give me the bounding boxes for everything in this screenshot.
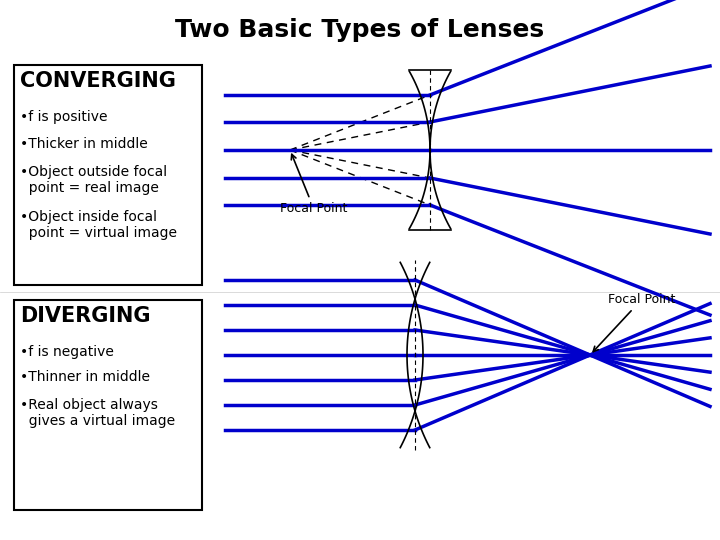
Bar	[14, 300, 202, 510]
Text: Focal Point: Focal Point	[280, 154, 347, 215]
Text: •f is negative: •f is negative	[20, 345, 114, 359]
Text: •Thinner in middle: •Thinner in middle	[20, 370, 150, 384]
Text: •Object outside focal
  point = real image: •Object outside focal point = real image	[20, 165, 167, 195]
Text: •Real object always
  gives a virtual image: •Real object always gives a virtual imag…	[20, 398, 175, 428]
Text: DIVERGING: DIVERGING	[20, 306, 150, 326]
Text: Focal Point: Focal Point	[593, 293, 675, 352]
Text: •f is positive: •f is positive	[20, 110, 107, 124]
Bar	[14, 65, 202, 285]
Text: Two Basic Types of Lenses: Two Basic Types of Lenses	[176, 18, 544, 42]
Text: •Object inside focal
  point = virtual image: •Object inside focal point = virtual ima…	[20, 210, 177, 240]
Text: •Thicker in middle: •Thicker in middle	[20, 137, 148, 151]
Text: CONVERGING: CONVERGING	[20, 71, 176, 91]
